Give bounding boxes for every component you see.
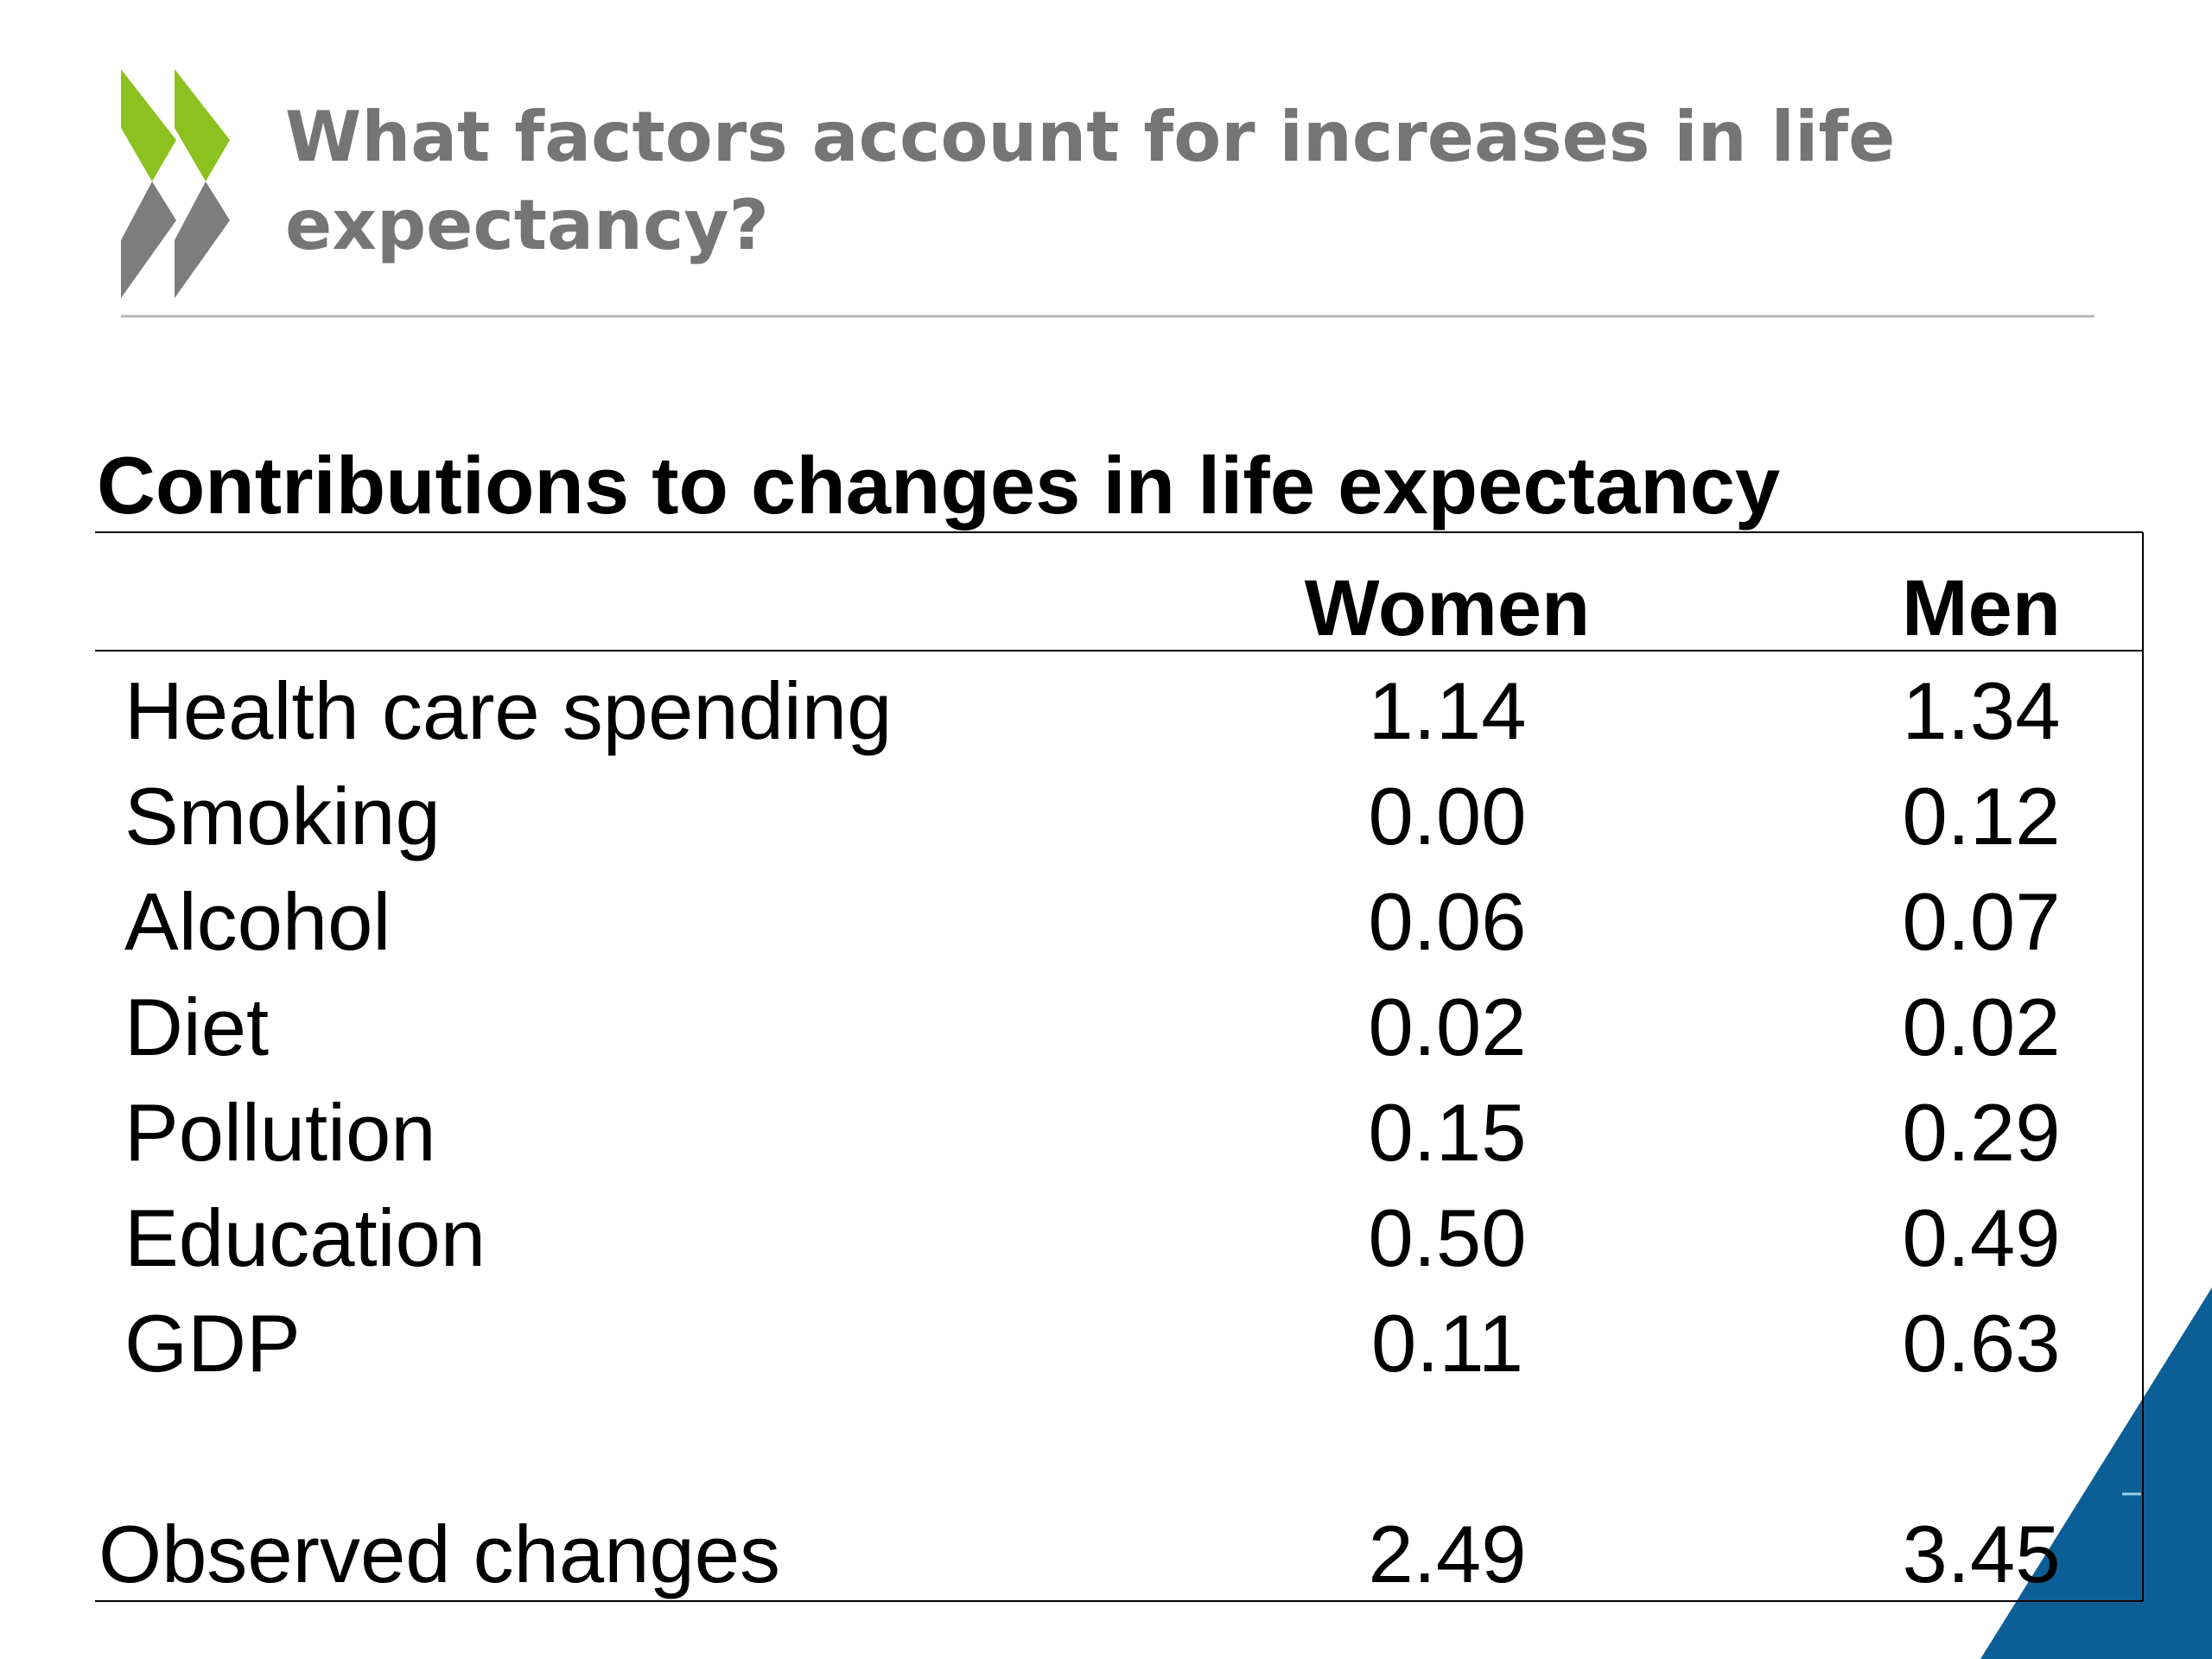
table-row: Health care spending 1.14 1.34: [95, 658, 2143, 764]
table-row: Pollution 0.15 0.29: [95, 1080, 2143, 1185]
table-title: Contributions to changes in life expecta…: [97, 440, 1781, 531]
value-women: 0.00: [1368, 771, 1527, 861]
blue-accent-shape: [1980, 1287, 2212, 1659]
value-women: 0.50: [1368, 1192, 1527, 1283]
value-men: 0.12: [1902, 771, 2061, 861]
value-men: 0.02: [1902, 982, 2061, 1072]
logo-chevron-green-left: [121, 69, 176, 181]
total-women: 2.49: [1368, 1509, 1527, 1599]
row-label: GDP: [124, 1298, 301, 1389]
total-label: Observed changes: [99, 1509, 781, 1599]
table-row: Alcohol 0.06 0.07: [95, 869, 2143, 975]
oecd-logo-icon: [121, 69, 230, 298]
logo-chevron-grey-right: [175, 181, 230, 298]
table-header-row: Women Men: [95, 532, 2143, 652]
row-label: Education: [124, 1192, 486, 1283]
column-header-men: Men: [1902, 564, 2061, 652]
value-men: 0.29: [1902, 1087, 2061, 1178]
value-women: 1.14: [1368, 665, 1527, 756]
table-total-row: Observed changes 2.49 3.45: [95, 1502, 2143, 1607]
value-men: 0.63: [1902, 1298, 2061, 1389]
total-men: 3.45: [1902, 1509, 2061, 1599]
row-label: Alcohol: [124, 876, 391, 967]
row-label: Health care spending: [124, 665, 893, 756]
value-women: 0.11: [1371, 1298, 1523, 1389]
row-label: Smoking: [124, 771, 441, 861]
table-frame: [95, 531, 2144, 1602]
value-women: 0.15: [1368, 1087, 1527, 1178]
row-label: Pollution: [124, 1087, 436, 1178]
table-row: Smoking 0.00 0.12: [95, 764, 2143, 869]
value-men: 1.34: [1902, 665, 2061, 756]
logo-chevron-grey-left: [121, 181, 176, 298]
value-men: 0.07: [1902, 876, 2061, 967]
slide-title: What factors account for increases in li…: [285, 97, 1896, 265]
value-women: 0.02: [1368, 982, 1527, 1072]
row-label: Diet: [124, 982, 270, 1072]
table-row: GDP 0.11 0.63: [95, 1291, 2143, 1396]
value-women: 0.06: [1368, 876, 1527, 967]
logo-chevron-green-right: [175, 69, 230, 181]
column-header-women: Women: [1304, 564, 1591, 652]
value-men: 0.49: [1902, 1192, 2061, 1283]
table-row: Diet 0.02 0.02: [95, 975, 2143, 1080]
table-row: Education 0.50 0.49: [95, 1185, 2143, 1291]
